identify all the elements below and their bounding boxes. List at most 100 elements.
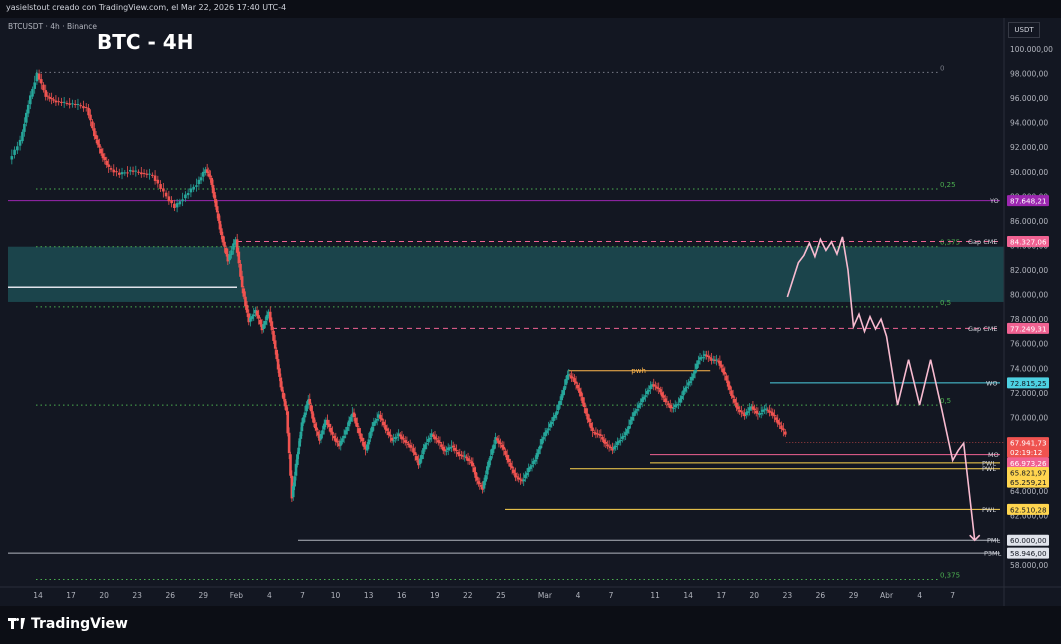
candle-body (280, 386, 284, 392)
candle-body (412, 448, 415, 453)
candle-body (352, 412, 356, 418)
candle-body (675, 404, 679, 406)
tradingview-logo-text: TradingView (31, 616, 128, 632)
candle-body (673, 404, 677, 408)
candle-body (514, 472, 517, 478)
candle-body (443, 449, 447, 452)
x-tick-label: 7 (609, 591, 614, 600)
candle-body (369, 431, 372, 439)
level-label: PML (987, 537, 1001, 545)
candle-body (532, 461, 535, 465)
candle-body (723, 371, 727, 375)
price-badge-label: 67.941,73 (1010, 439, 1047, 448)
candle-body (611, 448, 614, 451)
candle-body (123, 172, 127, 174)
candle-body (228, 254, 231, 261)
candle-body (692, 373, 695, 379)
candle-body (530, 465, 534, 467)
candle-body (89, 114, 92, 121)
candle-body (318, 435, 321, 441)
candle-body (568, 375, 572, 377)
candle-body (557, 404, 560, 411)
candle-body (774, 417, 778, 420)
candle-body (105, 160, 109, 166)
candle-body (159, 184, 162, 189)
candle-body (247, 313, 251, 323)
candle-body (339, 440, 343, 446)
candle-body (561, 390, 565, 396)
candle-body (115, 171, 118, 173)
candle-body (664, 398, 667, 403)
candle-body (695, 363, 699, 369)
price-badge-label: 60.000,00 (1010, 536, 1047, 545)
candle-body (164, 192, 168, 197)
fib-level-label: 0,375 (940, 239, 960, 247)
y-tick-label: 90.000,00 (1010, 168, 1048, 177)
candle-body (468, 459, 472, 461)
chart-area[interactable] (0, 18, 1061, 606)
candle-body (170, 200, 173, 204)
candle-body (602, 439, 606, 444)
candle-body (741, 412, 745, 414)
candle-body (766, 409, 770, 411)
candle-body (505, 454, 509, 461)
fib-level-label: 0,375 (940, 571, 960, 579)
candle-body (492, 444, 496, 450)
candle-body (490, 448, 494, 455)
candle-body (733, 398, 737, 403)
candle-body (107, 164, 110, 167)
candle-body (558, 400, 562, 406)
candle-body (91, 121, 94, 129)
price-badge-label: 77.249,31 (1010, 324, 1047, 333)
candle-body (630, 416, 634, 421)
candle-body (524, 474, 527, 479)
candle-body (50, 98, 53, 100)
candle-body (504, 450, 507, 455)
level-label: Gap CME (968, 238, 997, 246)
x-tick-label: 29 (849, 591, 859, 600)
candle-body (302, 417, 305, 424)
candle-body (487, 460, 491, 468)
candle-body (783, 431, 787, 435)
candle-body (665, 401, 669, 403)
candle-body (711, 359, 715, 361)
y-tick-label: 76.000,00 (1010, 340, 1048, 349)
currency-selector[interactable]: USDT (1008, 22, 1040, 38)
x-tick-label: 22 (463, 591, 473, 600)
candle-body (708, 357, 712, 359)
candle-body (282, 392, 285, 399)
candle-body (360, 437, 364, 442)
candle-body (285, 405, 288, 411)
candle-body (218, 220, 222, 230)
candle-body (215, 206, 219, 213)
candle-body (649, 385, 652, 390)
candle-body (24, 112, 28, 123)
candle-body (753, 408, 756, 411)
candle-body (16, 146, 19, 151)
candle-body (507, 458, 511, 463)
candle-body (644, 395, 647, 397)
candle-body (413, 452, 417, 455)
y-tick-label: 64.000,00 (1010, 487, 1048, 496)
candle-body (244, 296, 247, 307)
x-tick-label: 10 (331, 591, 341, 600)
candle-body (688, 381, 692, 384)
candle-body (336, 440, 339, 443)
tradingview-logo[interactable]: TradingView (8, 616, 128, 632)
candle-body (356, 422, 359, 427)
candle-body (33, 82, 36, 89)
candle-body (324, 419, 328, 425)
candle-body (142, 173, 146, 175)
x-tick-label: Feb (230, 591, 244, 600)
candle-body (751, 406, 755, 410)
candle-body (773, 414, 776, 417)
candle-body (23, 123, 26, 132)
y-tick-label: 72.000,00 (1010, 389, 1048, 398)
candle-body (344, 430, 348, 435)
candle-body (84, 107, 88, 109)
candle-body (745, 412, 748, 415)
price-badge (1007, 503, 1049, 515)
candle-body (690, 376, 694, 381)
candle-body (297, 447, 300, 455)
